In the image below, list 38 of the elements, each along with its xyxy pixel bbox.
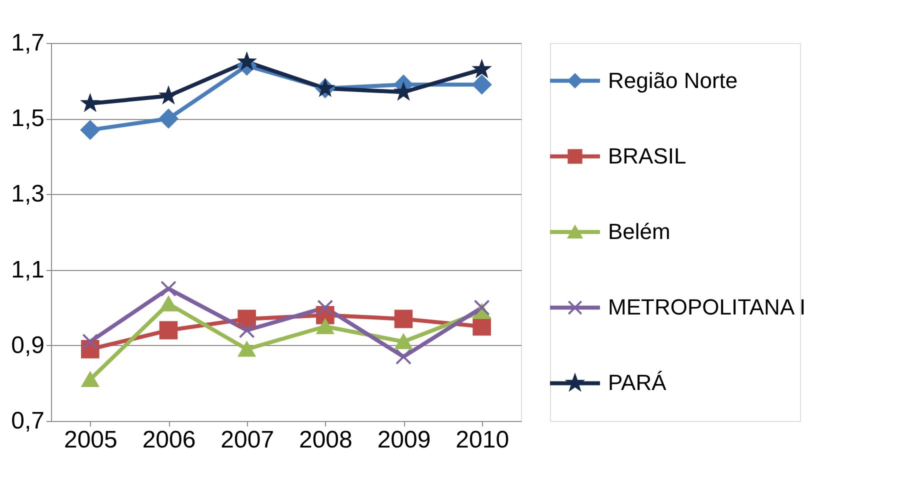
point <box>394 310 413 328</box>
legend-label: BRASIL <box>608 143 686 168</box>
y-tick-label: 1,5 <box>11 105 44 132</box>
point <box>82 94 98 111</box>
legend-label: PARÁ <box>608 370 667 396</box>
x-tick-label: 2006 <box>142 426 196 454</box>
point <box>396 348 412 365</box>
point <box>160 280 176 297</box>
legend-label: Belém <box>608 219 670 244</box>
point <box>317 300 334 316</box>
point <box>474 60 490 77</box>
point <box>158 108 178 128</box>
x-tick-label: 2005 <box>64 426 118 454</box>
point <box>238 342 256 357</box>
y-tick-label: 1,3 <box>11 180 44 208</box>
point <box>238 310 256 328</box>
point <box>238 322 255 338</box>
point <box>472 317 491 336</box>
x-tick-label: 2010 <box>456 426 510 454</box>
point <box>160 296 178 312</box>
point <box>160 87 177 104</box>
x-tick-label: 2009 <box>377 426 431 454</box>
point <box>80 120 100 140</box>
y-tick-label: 1,1 <box>11 256 44 284</box>
x-tick-label: 2008 <box>298 426 352 454</box>
point <box>394 334 412 350</box>
y-tick-label: 1,7 <box>11 30 44 56</box>
point <box>82 334 98 350</box>
y-tick-label: 0,7 <box>11 408 44 434</box>
x-tick-label: 2007 <box>220 426 274 454</box>
legend-label: METROPOLITANA I <box>608 294 806 320</box>
point <box>159 321 178 340</box>
legend-label: Região Norte <box>608 68 738 93</box>
point <box>472 74 492 94</box>
y-tick-label: 0,9 <box>11 332 44 359</box>
point <box>82 372 99 387</box>
point <box>474 300 490 316</box>
point <box>316 318 334 334</box>
